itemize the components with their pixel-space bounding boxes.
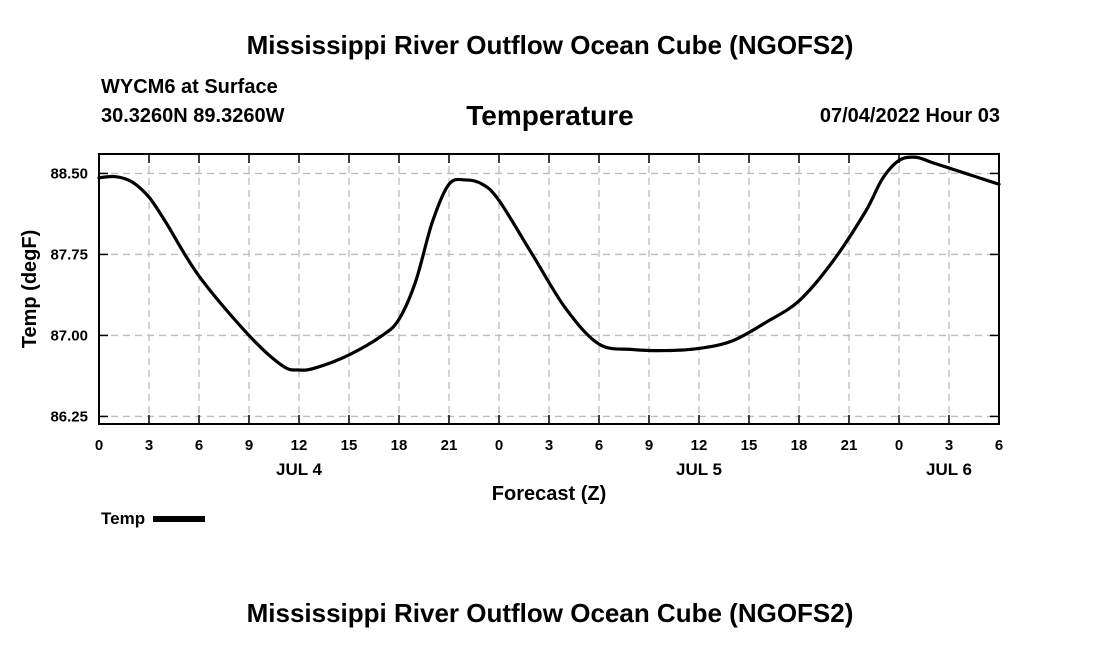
legend-line-swatch — [153, 516, 206, 522]
date-label: JUL 5 — [676, 460, 722, 479]
x-tick-label: 15 — [741, 437, 758, 454]
y-tick-label: 86.25 — [50, 408, 88, 425]
date-label: JUL 4 — [276, 460, 323, 479]
legend: Temp — [101, 509, 206, 529]
x-tick-label: 18 — [791, 437, 808, 454]
x-tick-label: 6 — [195, 437, 203, 454]
station-label: WYCM6 at Surface — [101, 76, 278, 98]
date-label: JUL 6 — [926, 460, 972, 479]
y-tick-label: 87.75 — [50, 246, 88, 263]
forecast-datetime: 07/04/2022 Hour 03 — [819, 105, 1000, 127]
x-tick-label: 21 — [841, 437, 858, 454]
x-tick-label: 18 — [391, 437, 408, 454]
x-tick-label: 0 — [895, 437, 903, 454]
x-tick-label: 6 — [995, 437, 1003, 454]
x-tick-label: 12 — [291, 437, 308, 454]
y-axis-title: Temp (degF) — [19, 230, 41, 349]
legend-label: Temp — [101, 509, 146, 528]
x-axis-title: Forecast (Z) — [492, 483, 606, 505]
plot-frame — [98, 153, 1000, 425]
chart-main-title: Mississippi River Outflow Ocean Cube (NG… — [246, 30, 854, 60]
x-tick-label: 9 — [645, 437, 653, 454]
x-tick-label: 21 — [441, 437, 458, 454]
date-labels: JUL 4 JUL 5 JUL 6 — [276, 460, 972, 479]
y-tick-labels: 86.25 87.00 87.75 88.50 — [50, 165, 88, 425]
coordinates-label: 30.3260N 89.3260W — [101, 105, 285, 127]
chart-subtitle: Temperature — [466, 100, 634, 131]
x-tick-label: 9 — [245, 437, 253, 454]
x-tick-label: 0 — [495, 437, 503, 454]
x-tick-label: 3 — [145, 437, 153, 454]
footer-title: Mississippi River Outflow Ocean Cube (NG… — [246, 598, 854, 628]
axis-ticks — [98, 154, 1000, 424]
x-tick-labels: 0 3 6 9 12 15 18 21 0 3 6 9 12 15 18 21 0 3 6 — [95, 437, 1003, 454]
y-tick-label: 88.50 — [50, 165, 88, 182]
x-tick-label: 3 — [545, 437, 553, 454]
x-tick-label: 3 — [945, 437, 953, 454]
y-tick-label: 87.00 — [50, 327, 88, 344]
x-tick-label: 0 — [95, 437, 103, 454]
temp-series-line — [97, 155, 1001, 372]
x-tick-label: 15 — [341, 437, 358, 454]
x-tick-label: 6 — [595, 437, 603, 454]
grid-lines — [99, 154, 999, 424]
x-tick-label: 12 — [691, 437, 708, 454]
